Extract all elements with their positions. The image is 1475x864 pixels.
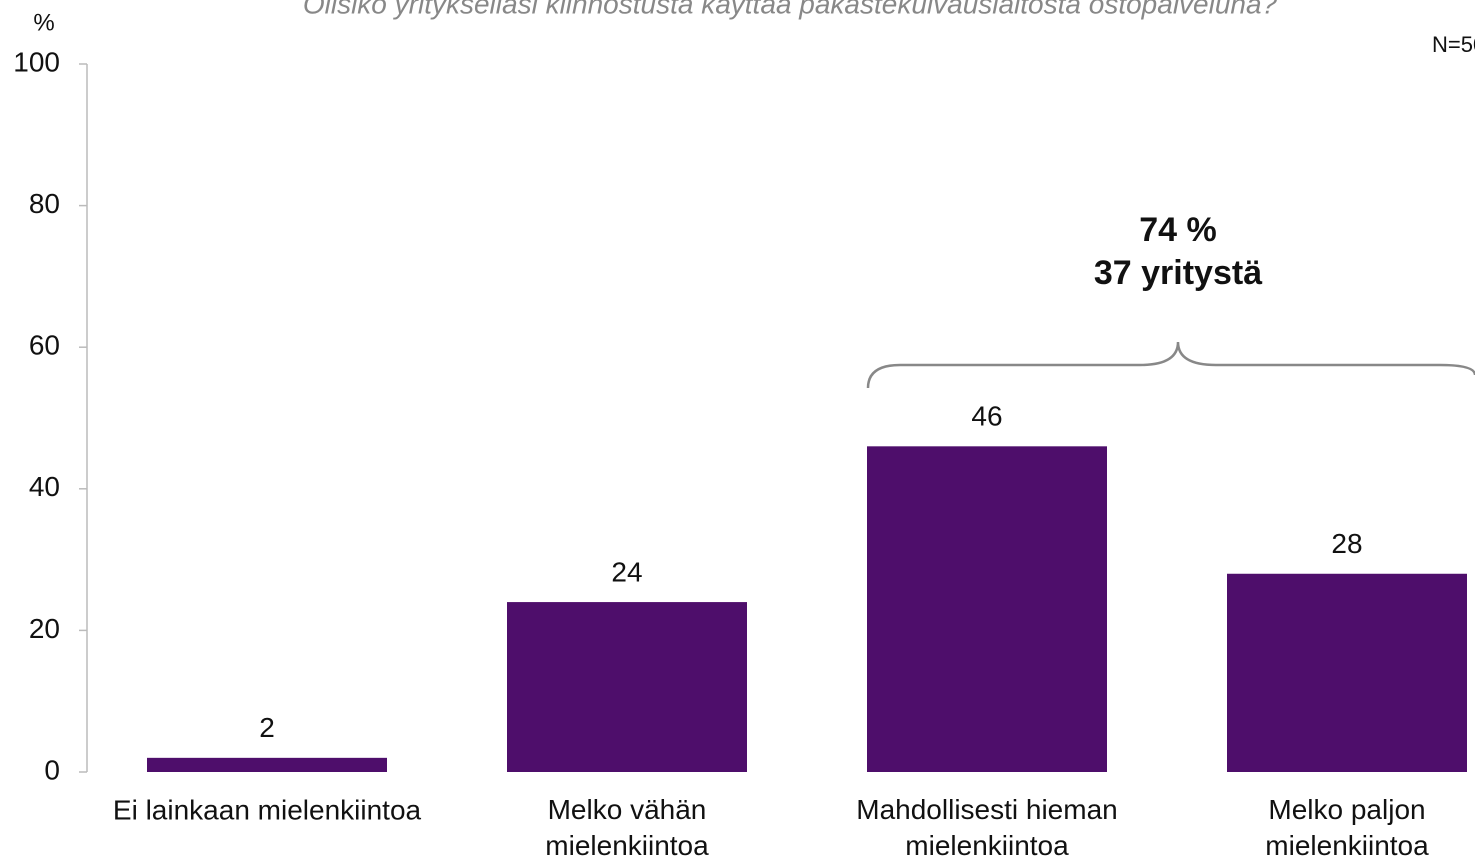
y-tick-label: 60 xyxy=(29,330,60,361)
y-tick-label: 40 xyxy=(29,471,60,502)
value-label: 28 xyxy=(1331,528,1362,559)
x-tick-label: Melko vähän mielenkiintoa xyxy=(545,794,709,861)
sample-size: N=50 xyxy=(1432,32,1475,57)
value-label: 46 xyxy=(971,401,1002,432)
y-tick-label: 0 xyxy=(44,754,60,785)
y-unit: % xyxy=(33,9,54,36)
brace xyxy=(866,341,1475,389)
x-tick-label: Ei lainkaan mielenkiintoa xyxy=(113,794,422,825)
bar xyxy=(1227,573,1467,772)
bar xyxy=(147,757,387,772)
y-tick-label: 20 xyxy=(29,613,60,644)
x-tick-label: Melko paljon mielenkiintoa xyxy=(1265,794,1429,861)
x-tick-label: Mahdollisesti hieman mielenkiintoa xyxy=(856,794,1117,861)
chart-title: Olisiko yritykselläsi kiinnostusta käytt… xyxy=(303,0,1278,19)
bar xyxy=(867,446,1107,772)
value-label: 2 xyxy=(259,712,275,743)
value-label: 24 xyxy=(611,556,642,587)
y-tick-label: 80 xyxy=(29,188,60,219)
y-tick-label: 100 xyxy=(13,46,60,77)
bar xyxy=(507,602,747,772)
annotation: 74 % xyxy=(1139,211,1217,249)
annotation: 37 yritystä xyxy=(1094,254,1262,292)
